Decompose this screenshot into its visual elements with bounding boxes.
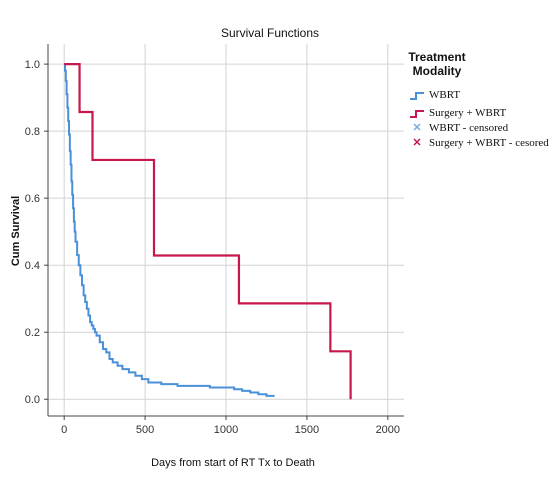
x-tick-label: 1000	[214, 424, 238, 436]
chart-title: Survival Functions	[221, 26, 319, 40]
x-tick-label: 0	[61, 424, 67, 436]
y-tick-label: 0.8	[25, 126, 40, 138]
series-layer	[63, 63, 352, 400]
series-line-wbrt	[63, 63, 275, 397]
legend-swatch-surgery-wbrt	[410, 110, 424, 118]
legend-title-line1: Treatment	[408, 50, 465, 64]
legend-label-surgery-wbrt: Surgery + WBRT	[429, 107, 507, 119]
x-axis-title: Days from start of RT Tx to Death	[151, 457, 315, 469]
legend-marker-wbrt-censored	[413, 123, 421, 131]
x-tick-label: 500	[136, 424, 154, 436]
y-tick-label: 0.0	[25, 394, 40, 406]
x-tick-label: 2000	[376, 424, 400, 436]
legend-swatch-wbrt	[410, 92, 424, 100]
y-tick-label: 1.0	[25, 59, 40, 71]
y-tick-label: 0.6	[25, 193, 40, 205]
legend: Treatment Modality WBRT Surgery + WBRT WBR…	[408, 50, 549, 149]
tick-labels: 0 500 1000 1500 2000 0.0 0.2 0.4 0.6 0.8 1.0	[25, 59, 400, 436]
legend-label-wbrt-censored: WBRT - censored	[429, 122, 509, 134]
y-tick-label: 0.2	[25, 327, 40, 339]
legend-label-wbrt: WBRT	[429, 89, 460, 101]
legend-title-line2: Modality	[413, 64, 462, 78]
y-axis-title: Cum Survival	[10, 196, 22, 266]
legend-marker-surgery-wbrt-censored	[413, 138, 421, 146]
legend-label-surgery-wbrt-censored: Surgery + WBRT - cesored	[429, 137, 549, 149]
y-tick-label: 0.4	[25, 260, 40, 272]
x-tick-label: 1500	[295, 424, 319, 436]
grid-lines	[48, 44, 404, 416]
series-line-surgery-wbrt	[64, 63, 352, 400]
